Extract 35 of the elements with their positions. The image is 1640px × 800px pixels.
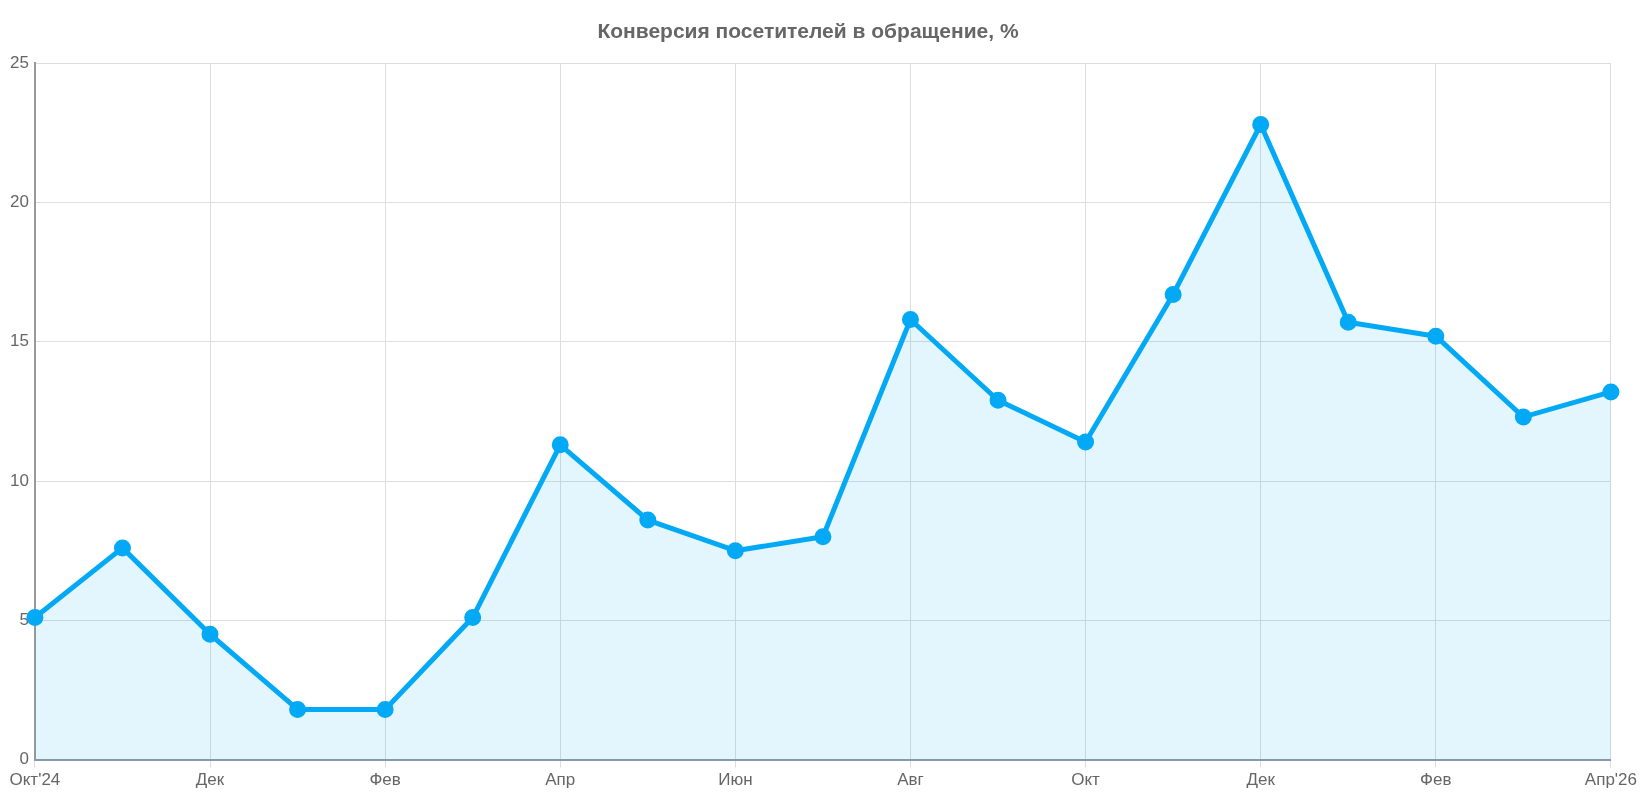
point [464, 609, 482, 627]
point [201, 625, 219, 643]
y-tick-label: 20 [9, 192, 29, 212]
x-tick-label: Окт'24 [9, 770, 61, 790]
x-tick-label: Авг [897, 770, 924, 790]
point [726, 542, 744, 560]
point [376, 700, 394, 718]
x-tick-label: Окт [1071, 770, 1101, 790]
point [1077, 433, 1095, 451]
x-tick-label: Дек [1246, 770, 1276, 790]
point [1602, 383, 1620, 401]
point [289, 700, 307, 718]
y-tick-label: 10 [9, 470, 29, 490]
y-tick-label: 0 [19, 749, 29, 769]
point [1164, 285, 1182, 303]
x-tick-label: Дек [195, 770, 225, 790]
point [26, 609, 44, 627]
point [1514, 408, 1532, 426]
point [113, 539, 131, 557]
x-tick-label: Апр'26 [1584, 770, 1637, 790]
x-tick-label: Фев [369, 770, 401, 790]
point [989, 391, 1007, 409]
y-tick-label: 25 [9, 52, 29, 72]
y-tick-label: 15 [9, 331, 29, 351]
chart-title: Конверсия посетителей в обращение, % [597, 19, 1019, 43]
point [1252, 115, 1270, 133]
point [1427, 327, 1445, 345]
point [1339, 313, 1357, 331]
point [551, 436, 569, 454]
point [639, 511, 657, 529]
x-tick-label: Апр [545, 770, 576, 790]
x-tick-label: Фев [1420, 770, 1452, 790]
point [901, 310, 919, 328]
x-tick-label: Июн [718, 770, 753, 790]
point [814, 528, 832, 546]
